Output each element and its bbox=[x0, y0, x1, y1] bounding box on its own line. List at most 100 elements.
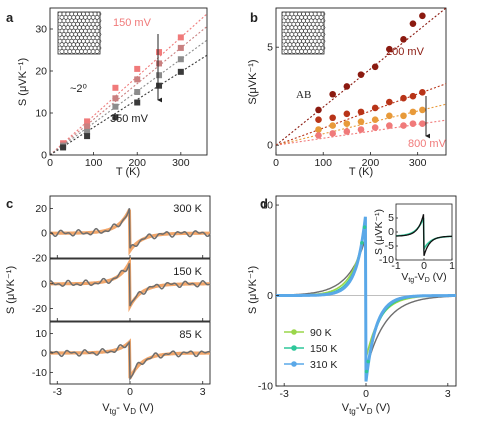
x-tick-label: 100 bbox=[314, 157, 332, 169]
temperature-label: 85 K bbox=[179, 329, 202, 341]
data-point bbox=[419, 120, 426, 127]
panel-b: 0 100 200 300 0 5 200 mV 800 mV AB T (K) S(μV… bbox=[247, 7, 447, 178]
data-point bbox=[371, 63, 379, 71]
x-tick-label: 0 bbox=[273, 157, 279, 169]
panel-b-xlabel: T (K) bbox=[349, 166, 373, 178]
data-point bbox=[357, 126, 365, 133]
data-point bbox=[386, 112, 393, 120]
y-tick-label: -20 bbox=[32, 253, 47, 265]
inset-ylabel: S (μVK⁻¹) bbox=[373, 209, 385, 255]
temperature-label: 150 K bbox=[173, 266, 202, 278]
data-point bbox=[357, 108, 365, 116]
panel-a-angle-label: ~2⁰ bbox=[70, 83, 88, 95]
data-point bbox=[112, 95, 119, 102]
y-tick-label: 10 bbox=[35, 108, 47, 120]
lattice-lines bbox=[281, 11, 326, 54]
temperature-label: 300 K bbox=[173, 203, 202, 215]
fit-line bbox=[49, 13, 208, 156]
data-point bbox=[419, 106, 426, 114]
data-point bbox=[400, 94, 407, 102]
data-point bbox=[371, 124, 379, 131]
curve-marker bbox=[360, 241, 364, 245]
panel-d-letter: d bbox=[260, 196, 268, 211]
panel-b-top-label: 200 mV bbox=[386, 46, 425, 58]
moire-lattice-inset-icon bbox=[57, 11, 102, 55]
panel-b-stack-label: AB bbox=[296, 89, 311, 101]
y-tick-label: 0 bbox=[41, 228, 47, 240]
panel-b-frame bbox=[275, 7, 447, 156]
measured-curve bbox=[49, 207, 211, 249]
data-point bbox=[177, 56, 184, 63]
data-point bbox=[409, 92, 417, 100]
panel-c-ylabel: S (μVK⁻¹) bbox=[5, 266, 17, 314]
x-tick-label: -3 bbox=[280, 388, 289, 400]
data-point bbox=[60, 144, 67, 151]
x-tick-label: 200 bbox=[362, 157, 380, 169]
inset-x-tick-label: 0 bbox=[421, 260, 427, 272]
data-point bbox=[400, 112, 407, 120]
data-point bbox=[315, 132, 322, 139]
panel-c-letter: c bbox=[6, 196, 13, 211]
data-point bbox=[400, 122, 407, 129]
data-point bbox=[409, 20, 417, 27]
panel-d-ylabel: S (μVK⁻¹) bbox=[247, 266, 259, 314]
data-point bbox=[84, 123, 91, 130]
x-tick-label: 300 bbox=[172, 157, 190, 169]
legend-marker bbox=[291, 329, 297, 335]
y-tick-label: 5 bbox=[267, 42, 273, 54]
inset-y-tick-label: 0 bbox=[388, 226, 394, 238]
data-point bbox=[329, 90, 336, 98]
data-point bbox=[84, 133, 91, 140]
panel-b-bottom-label: 800 mV bbox=[408, 138, 447, 150]
inset-y-tick-label: 5 bbox=[388, 212, 394, 224]
data-point bbox=[343, 83, 351, 90]
panel-c-subplot: 20 0 -20 300 K bbox=[32, 195, 211, 265]
data-point bbox=[329, 130, 336, 137]
data-point bbox=[400, 36, 407, 43]
x-tick-label: 100 bbox=[85, 157, 103, 169]
data-point bbox=[134, 65, 141, 72]
y-tick-label: 10 bbox=[261, 200, 273, 212]
x-tick-label: -3 bbox=[53, 386, 62, 398]
lattice-lines bbox=[57, 11, 102, 54]
model-curve bbox=[50, 209, 210, 256]
measured-curve bbox=[49, 263, 211, 307]
data-point bbox=[134, 99, 141, 106]
data-point bbox=[357, 71, 365, 78]
data-point bbox=[371, 104, 379, 112]
curve-marker bbox=[362, 225, 367, 229]
panel-c: 20 0 -20 300 K 0 -20 150 K 10 0 -10 85 K -3 0 3 Vtg- … bbox=[5, 195, 211, 416]
panel-b-letter: b bbox=[250, 10, 258, 25]
data-point bbox=[177, 44, 184, 51]
data-point bbox=[84, 118, 91, 125]
inset-x-tick-label: -1 bbox=[391, 260, 400, 272]
fit-line bbox=[49, 54, 208, 156]
y-tick-label: 0 bbox=[267, 140, 273, 152]
data-point bbox=[371, 116, 379, 124]
x-tick-label: 300 bbox=[409, 157, 427, 169]
x-tick-label: 3 bbox=[445, 388, 451, 400]
data-point bbox=[112, 84, 119, 91]
data-point bbox=[343, 120, 351, 127]
y-tick-label: 10 bbox=[35, 328, 47, 340]
fit-line bbox=[275, 103, 447, 146]
y-tick-label: 0 bbox=[267, 290, 273, 302]
y-tick-label: 20 bbox=[35, 203, 47, 215]
panel-a-frame bbox=[49, 7, 208, 156]
x-tick-label: 0 bbox=[363, 388, 369, 400]
data-point bbox=[419, 12, 426, 20]
panel-a: 0 100 200 300 0 10 20 30 150 mV 350 mV ~2⁰ T (K… bbox=[17, 7, 208, 178]
data-point bbox=[329, 114, 336, 122]
measured-curve bbox=[49, 340, 211, 382]
inset-x-tick-label: 1 bbox=[449, 260, 455, 272]
data-point bbox=[134, 76, 141, 83]
data-point bbox=[112, 103, 119, 110]
moire-lattice-inset-icon bbox=[281, 11, 326, 55]
panel-a-xlabel: T (K) bbox=[116, 166, 140, 178]
x-tick-label: 3 bbox=[200, 386, 206, 398]
panel-a-bottom-label: 350 mV bbox=[110, 113, 149, 125]
data-point bbox=[156, 49, 163, 56]
panel-a-top-label: 150 mV bbox=[113, 17, 152, 29]
data-point bbox=[409, 108, 417, 116]
